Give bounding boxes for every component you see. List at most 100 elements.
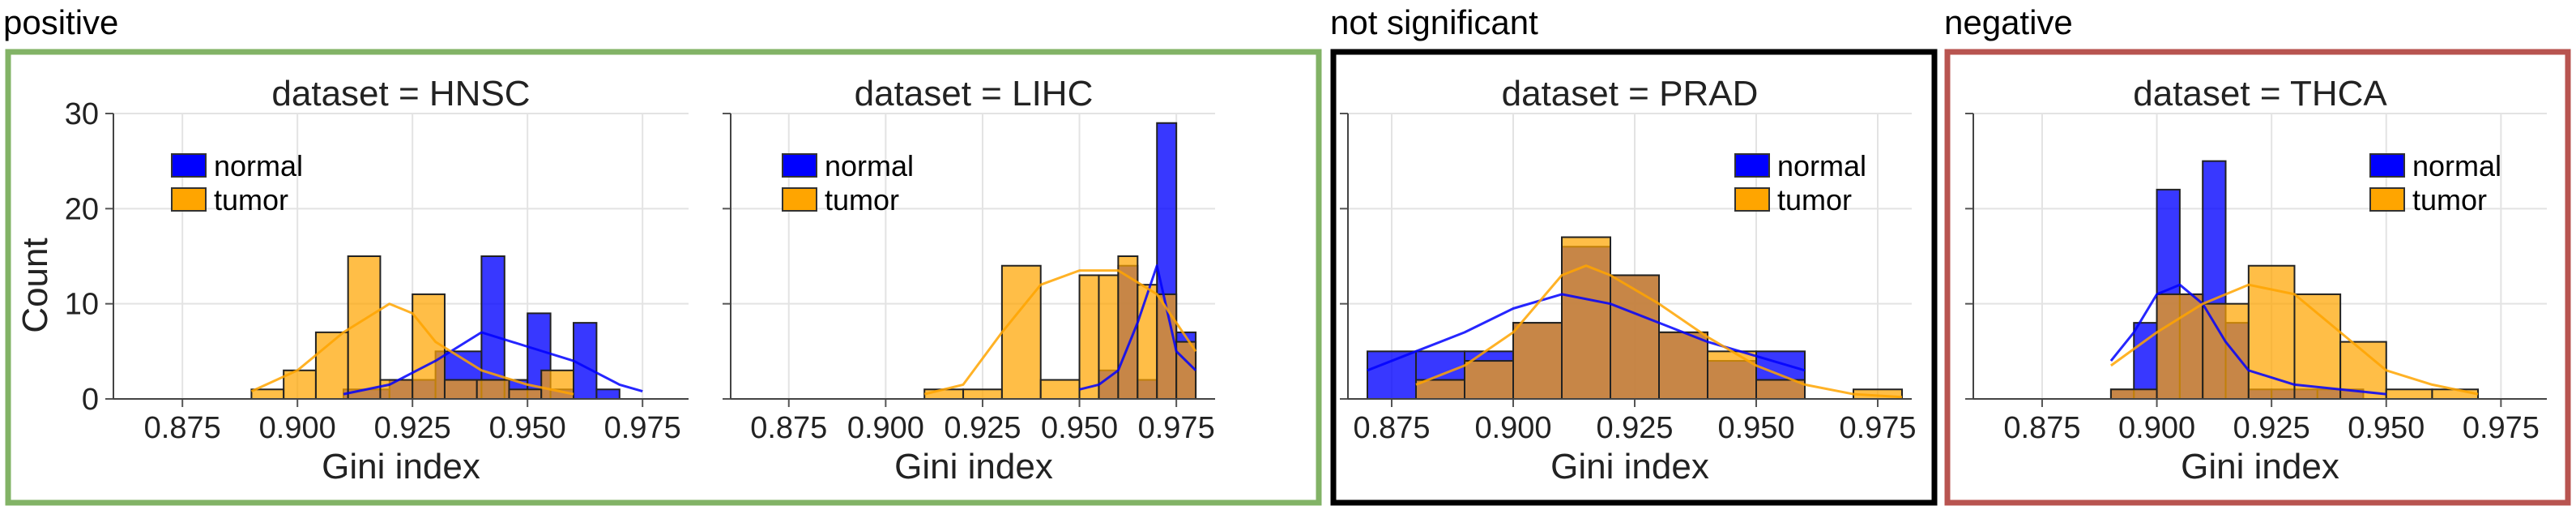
x-tick-label-thca-1: 0.900 [2118, 411, 2195, 445]
bar-hnsc-normal-7 [573, 322, 598, 400]
x-tick-label-thca-4: 0.975 [2463, 411, 2540, 445]
y-tick-label-hnsc-0: 0 [82, 383, 99, 417]
legend-label-normal-thca: normal [2412, 149, 2501, 182]
group-frame-positive [5, 49, 1322, 506]
bars-hnsc [250, 255, 621, 401]
kde-line-prad-normal [1367, 293, 1806, 372]
x-axis-label-lihc: Gini index [894, 447, 1053, 486]
kde-line-lihc-tumor [923, 269, 1197, 396]
bar-lihc-tumor-0 [923, 388, 965, 400]
bar-lihc-tumor-1 [962, 388, 1003, 400]
legend-label-normal-hnsc: normal [214, 149, 303, 182]
x-tick-label-prad-4: 0.975 [1839, 411, 1916, 445]
bar-prad-tumor-6 [1707, 350, 1757, 401]
kde-line-hnsc-normal [343, 331, 643, 396]
bar-thca-tumor-7 [2431, 388, 2480, 400]
ticks-hnsc: 0.875 0.900 0.925 0.950 0.975 0 10 20 30 [65, 97, 689, 445]
bar-thca-tumor-4 [2293, 293, 2342, 400]
kde-lihc [923, 264, 1197, 396]
group-label-positive: positive [3, 3, 118, 41]
ticks-thca: 0.875 0.900 0.925 0.950 0.975 [1965, 113, 2547, 445]
kde-thca [2109, 283, 2479, 396]
legend-swatch-tumor-hnsc [171, 187, 207, 212]
bar-hnsc-tumor-4 [379, 379, 414, 400]
legend-label-tumor-hnsc: tumor [214, 183, 288, 216]
bar-thca-tumor-6 [2385, 388, 2433, 400]
bar-lihc-tumor-2 [1000, 264, 1042, 400]
kde-line-thca-tumor [2110, 283, 2479, 396]
bar-thca-tumor-0 [2109, 388, 2158, 400]
legend-swatch-tumor-lihc [782, 187, 817, 212]
bar-thca-tumor-1 [2156, 293, 2204, 400]
legend-swatch-tumor-thca [2369, 187, 2405, 212]
bar-lihc-tumor-9 [1175, 341, 1197, 401]
panel-hnsc: 0.875 0.900 0.925 0.950 0.975 0 10 20 30 dataset… [15, 74, 689, 486]
legend-swatch-normal-lihc [782, 153, 817, 178]
x-tick-label-prad-2: 0.925 [1596, 411, 1673, 445]
panel-title-lihc: dataset = LIHC [855, 74, 1094, 114]
panel-lihc: 0.875 0.900 0.925 0.950 0.975 dataset = LIHC… [723, 74, 1215, 486]
panel-thca: 0.875 0.900 0.925 0.950 0.975 dataset = THCA… [1965, 74, 2547, 486]
x-tick-label-hnsc-1: 0.900 [259, 411, 336, 445]
ticks-lihc: 0.875 0.900 0.925 0.950 0.975 [723, 113, 1215, 445]
x-tick-label-hnsc-0: 0.875 [144, 411, 221, 445]
panel-prad: 0.875 0.900 0.925 0.950 0.975 dataset = PRAD… [1340, 74, 1917, 486]
bar-prad-tumor-5 [1658, 331, 1708, 400]
kde-line-thca-normal [2109, 283, 2386, 396]
bar-prad-tumor-3 [1561, 236, 1611, 400]
x-tick-label-hnsc-3: 0.950 [489, 411, 566, 445]
legend-swatch-normal-hnsc [171, 153, 207, 178]
bar-lihc-tumor-3 [1039, 379, 1081, 400]
bar-hnsc-tumor-9 [540, 369, 574, 400]
legend-label-normal-prad: normal [1777, 149, 1866, 182]
bar-hnsc-tumor-7 [476, 379, 510, 400]
group-frame-negative [1944, 49, 2571, 506]
x-axis-label-thca: Gini index [2181, 447, 2339, 486]
legend-swatch-normal-prad [1734, 153, 1770, 178]
x-tick-label-lihc-1: 0.900 [847, 411, 924, 445]
bar-hnsc-tumor-5 [412, 293, 446, 400]
kde-hnsc [250, 302, 643, 396]
legend-swatch-normal-thca [2369, 153, 2405, 178]
legend-swatch-tumor-prad [1734, 187, 1770, 212]
x-tick-label-lihc-0: 0.875 [750, 411, 827, 445]
panel-title-prad: dataset = PRAD [1502, 74, 1759, 114]
x-tick-label-prad-3: 0.950 [1717, 411, 1794, 445]
legend-thca: normal tumor [2369, 149, 2501, 216]
bars-prad [1367, 236, 1903, 401]
bar-prad-tumor-1 [1464, 360, 1514, 401]
bar-lihc-tumor-7 [1137, 284, 1158, 401]
bar-hnsc-tumor-6 [443, 379, 478, 400]
bar-lihc-tumor-5 [1098, 274, 1120, 401]
x-tick-label-hnsc-2: 0.925 [374, 411, 451, 445]
x-axis-label-hnsc: Gini index [322, 447, 480, 486]
x-axis-label-prad: Gini index [1550, 447, 1709, 486]
bar-prad-tumor-2 [1512, 322, 1563, 400]
x-tick-label-lihc-2: 0.925 [944, 411, 1021, 445]
panel-title-thca: dataset = THCA [2133, 74, 2387, 114]
y-axis-label-hnsc: Count [15, 238, 55, 332]
kde-line-hnsc-tumor [250, 302, 574, 396]
legend-hnsc: normal tumor [171, 149, 303, 216]
bar-hnsc-tumor-0 [250, 388, 285, 400]
x-tick-label-lihc-3: 0.950 [1041, 411, 1118, 445]
y-tick-label-hnsc-3: 30 [65, 97, 99, 131]
bar-lihc-tumor-4 [1078, 274, 1100, 401]
x-tick-label-thca-0: 0.875 [2003, 411, 2080, 445]
bar-hnsc-tumor-8 [508, 388, 543, 400]
panel-title-hnsc: dataset = HNSC [271, 74, 530, 114]
x-tick-label-thca-3: 0.950 [2348, 411, 2425, 445]
group-label-not-significant: not significant [1330, 3, 1538, 41]
bar-prad-tumor-4 [1610, 274, 1660, 401]
x-tick-label-hnsc-4: 0.975 [604, 411, 681, 445]
legend-label-tumor-prad: tumor [1777, 183, 1852, 216]
bar-hnsc-normal-8 [595, 388, 621, 400]
legend-label-tumor-lihc: tumor [825, 183, 899, 216]
legend-lihc: normal tumor [782, 149, 914, 216]
y-tick-label-hnsc-1: 10 [65, 288, 99, 322]
ticks-prad: 0.875 0.900 0.925 0.950 0.975 [1340, 113, 1917, 445]
x-tick-label-thca-2: 0.925 [2233, 411, 2310, 445]
bars-lihc [923, 122, 1197, 401]
bar-prad-normal-0 [1367, 350, 1417, 401]
